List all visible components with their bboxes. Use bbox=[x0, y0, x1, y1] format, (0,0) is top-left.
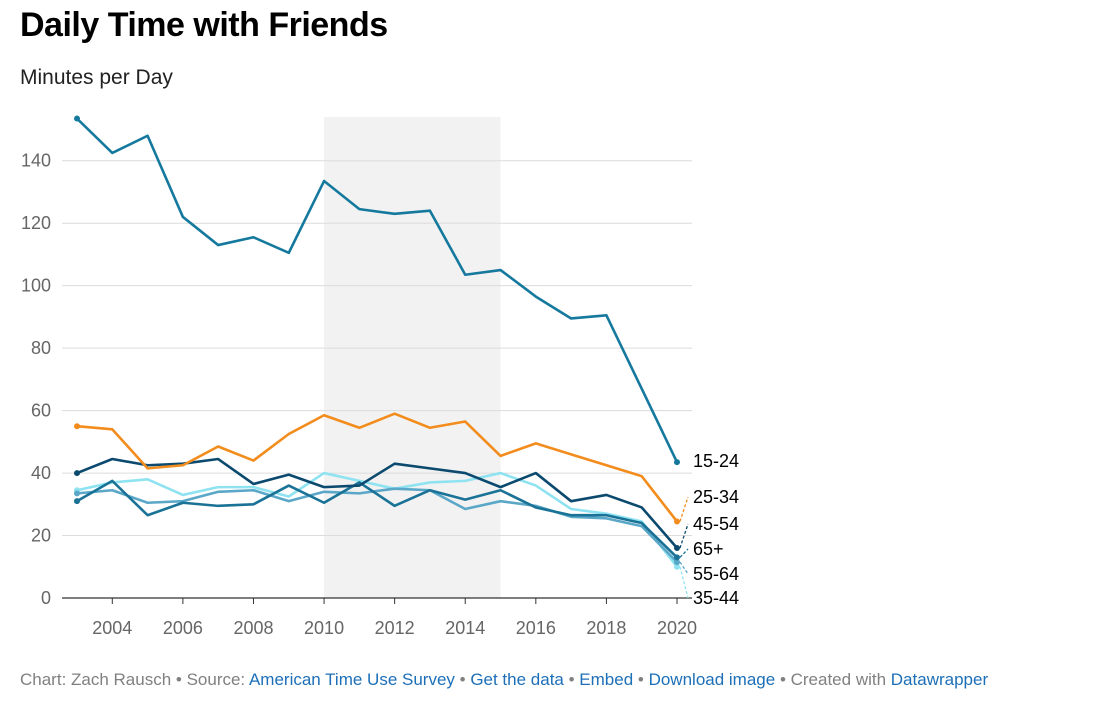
series-label-65+: 65+ bbox=[693, 539, 724, 559]
footer-credit: Chart: Zach Rausch • Source: bbox=[20, 670, 249, 689]
chart-subtitle: Minutes per Day bbox=[20, 66, 173, 89]
source-link[interactable]: American Time Use Survey bbox=[248, 670, 455, 689]
series-line-55-64 bbox=[75, 487, 679, 564]
datawrapper-link[interactable]: Datawrapper bbox=[890, 670, 989, 689]
x-tick-label: 2006 bbox=[163, 618, 203, 638]
series-line-65+ bbox=[75, 479, 679, 559]
shaded-period bbox=[324, 117, 501, 598]
series-label-15-24: 15-24 bbox=[693, 451, 739, 471]
series-point-65+ bbox=[674, 554, 680, 561]
series-point-45-54 bbox=[74, 470, 80, 477]
label-leader-55-64 bbox=[679, 561, 689, 575]
series-line-25-34 bbox=[75, 412, 679, 523]
y-tick-label: 20 bbox=[31, 526, 51, 546]
series-line-15-24 bbox=[75, 117, 679, 464]
series-point-25-34 bbox=[674, 518, 680, 525]
x-tick-label: 2010 bbox=[304, 618, 344, 638]
chart-footer: Chart: Zach Rausch • Source: American Ti… bbox=[20, 670, 988, 690]
y-tick-label: 120 bbox=[21, 213, 51, 233]
x-tick-label: 2020 bbox=[657, 618, 697, 638]
y-tick-label: 140 bbox=[21, 151, 51, 171]
y-tick-label: 0 bbox=[41, 588, 51, 608]
series-line-45-54 bbox=[75, 457, 679, 550]
label-leader-65+ bbox=[679, 548, 689, 558]
series-layer bbox=[74, 115, 680, 570]
x-tick-label: 2004 bbox=[92, 618, 132, 638]
gridlines-layer bbox=[62, 160, 692, 599]
y-tick-label: 60 bbox=[31, 401, 51, 421]
series-point-65+ bbox=[74, 498, 80, 505]
series-label-35-44: 35-44 bbox=[693, 588, 739, 608]
series-point-55-64 bbox=[74, 490, 80, 497]
y-tick-label: 80 bbox=[31, 338, 51, 358]
series-point-15-24 bbox=[674, 459, 680, 466]
series-point-45-54 bbox=[674, 545, 680, 552]
label-leader-45-54 bbox=[679, 523, 689, 549]
download-image-link[interactable]: Download image bbox=[648, 670, 776, 689]
series-line-35-44 bbox=[75, 471, 679, 569]
footer-sep: • bbox=[563, 670, 580, 689]
series-point-35-44 bbox=[674, 563, 680, 570]
x-tick-label: 2014 bbox=[445, 618, 485, 638]
x-axis-ticks: 2004 2006 2008 2010 2012 2014 2016 2018 2020 bbox=[92, 598, 697, 638]
y-tick-label: 100 bbox=[21, 276, 51, 296]
get-data-link[interactable]: Get the data bbox=[470, 670, 564, 689]
label-leader-35-44 bbox=[679, 566, 689, 599]
footer-created-with: • Created with bbox=[775, 670, 891, 689]
x-tick-label: 2012 bbox=[375, 618, 415, 638]
x-tick-label: 2008 bbox=[233, 618, 273, 638]
x-tick-label: 2016 bbox=[516, 618, 556, 638]
chart-title: Daily Time with Friends bbox=[20, 6, 388, 44]
series-labels-layer: 15-24 25-34 45-54 65+ 55-64 35-44 bbox=[679, 451, 739, 608]
series-point-15-24 bbox=[74, 115, 80, 122]
series-point-25-34 bbox=[74, 423, 80, 430]
series-label-45-54: 45-54 bbox=[693, 514, 739, 534]
footer-sep: • bbox=[454, 670, 471, 689]
footer-sep: • bbox=[633, 670, 649, 689]
x-tick-label: 2018 bbox=[586, 618, 626, 638]
embed-link[interactable]: Embed bbox=[579, 670, 634, 689]
shaded-period-layer bbox=[324, 117, 501, 598]
series-label-55-64: 55-64 bbox=[693, 564, 739, 584]
series-point-55-64 bbox=[674, 559, 680, 566]
label-leader-25-34 bbox=[679, 496, 689, 522]
y-axis-ticks: 0 20 40 60 80 100 120 140 bbox=[21, 151, 51, 608]
y-tick-label: 40 bbox=[31, 463, 51, 483]
series-label-25-34: 25-34 bbox=[693, 487, 739, 507]
